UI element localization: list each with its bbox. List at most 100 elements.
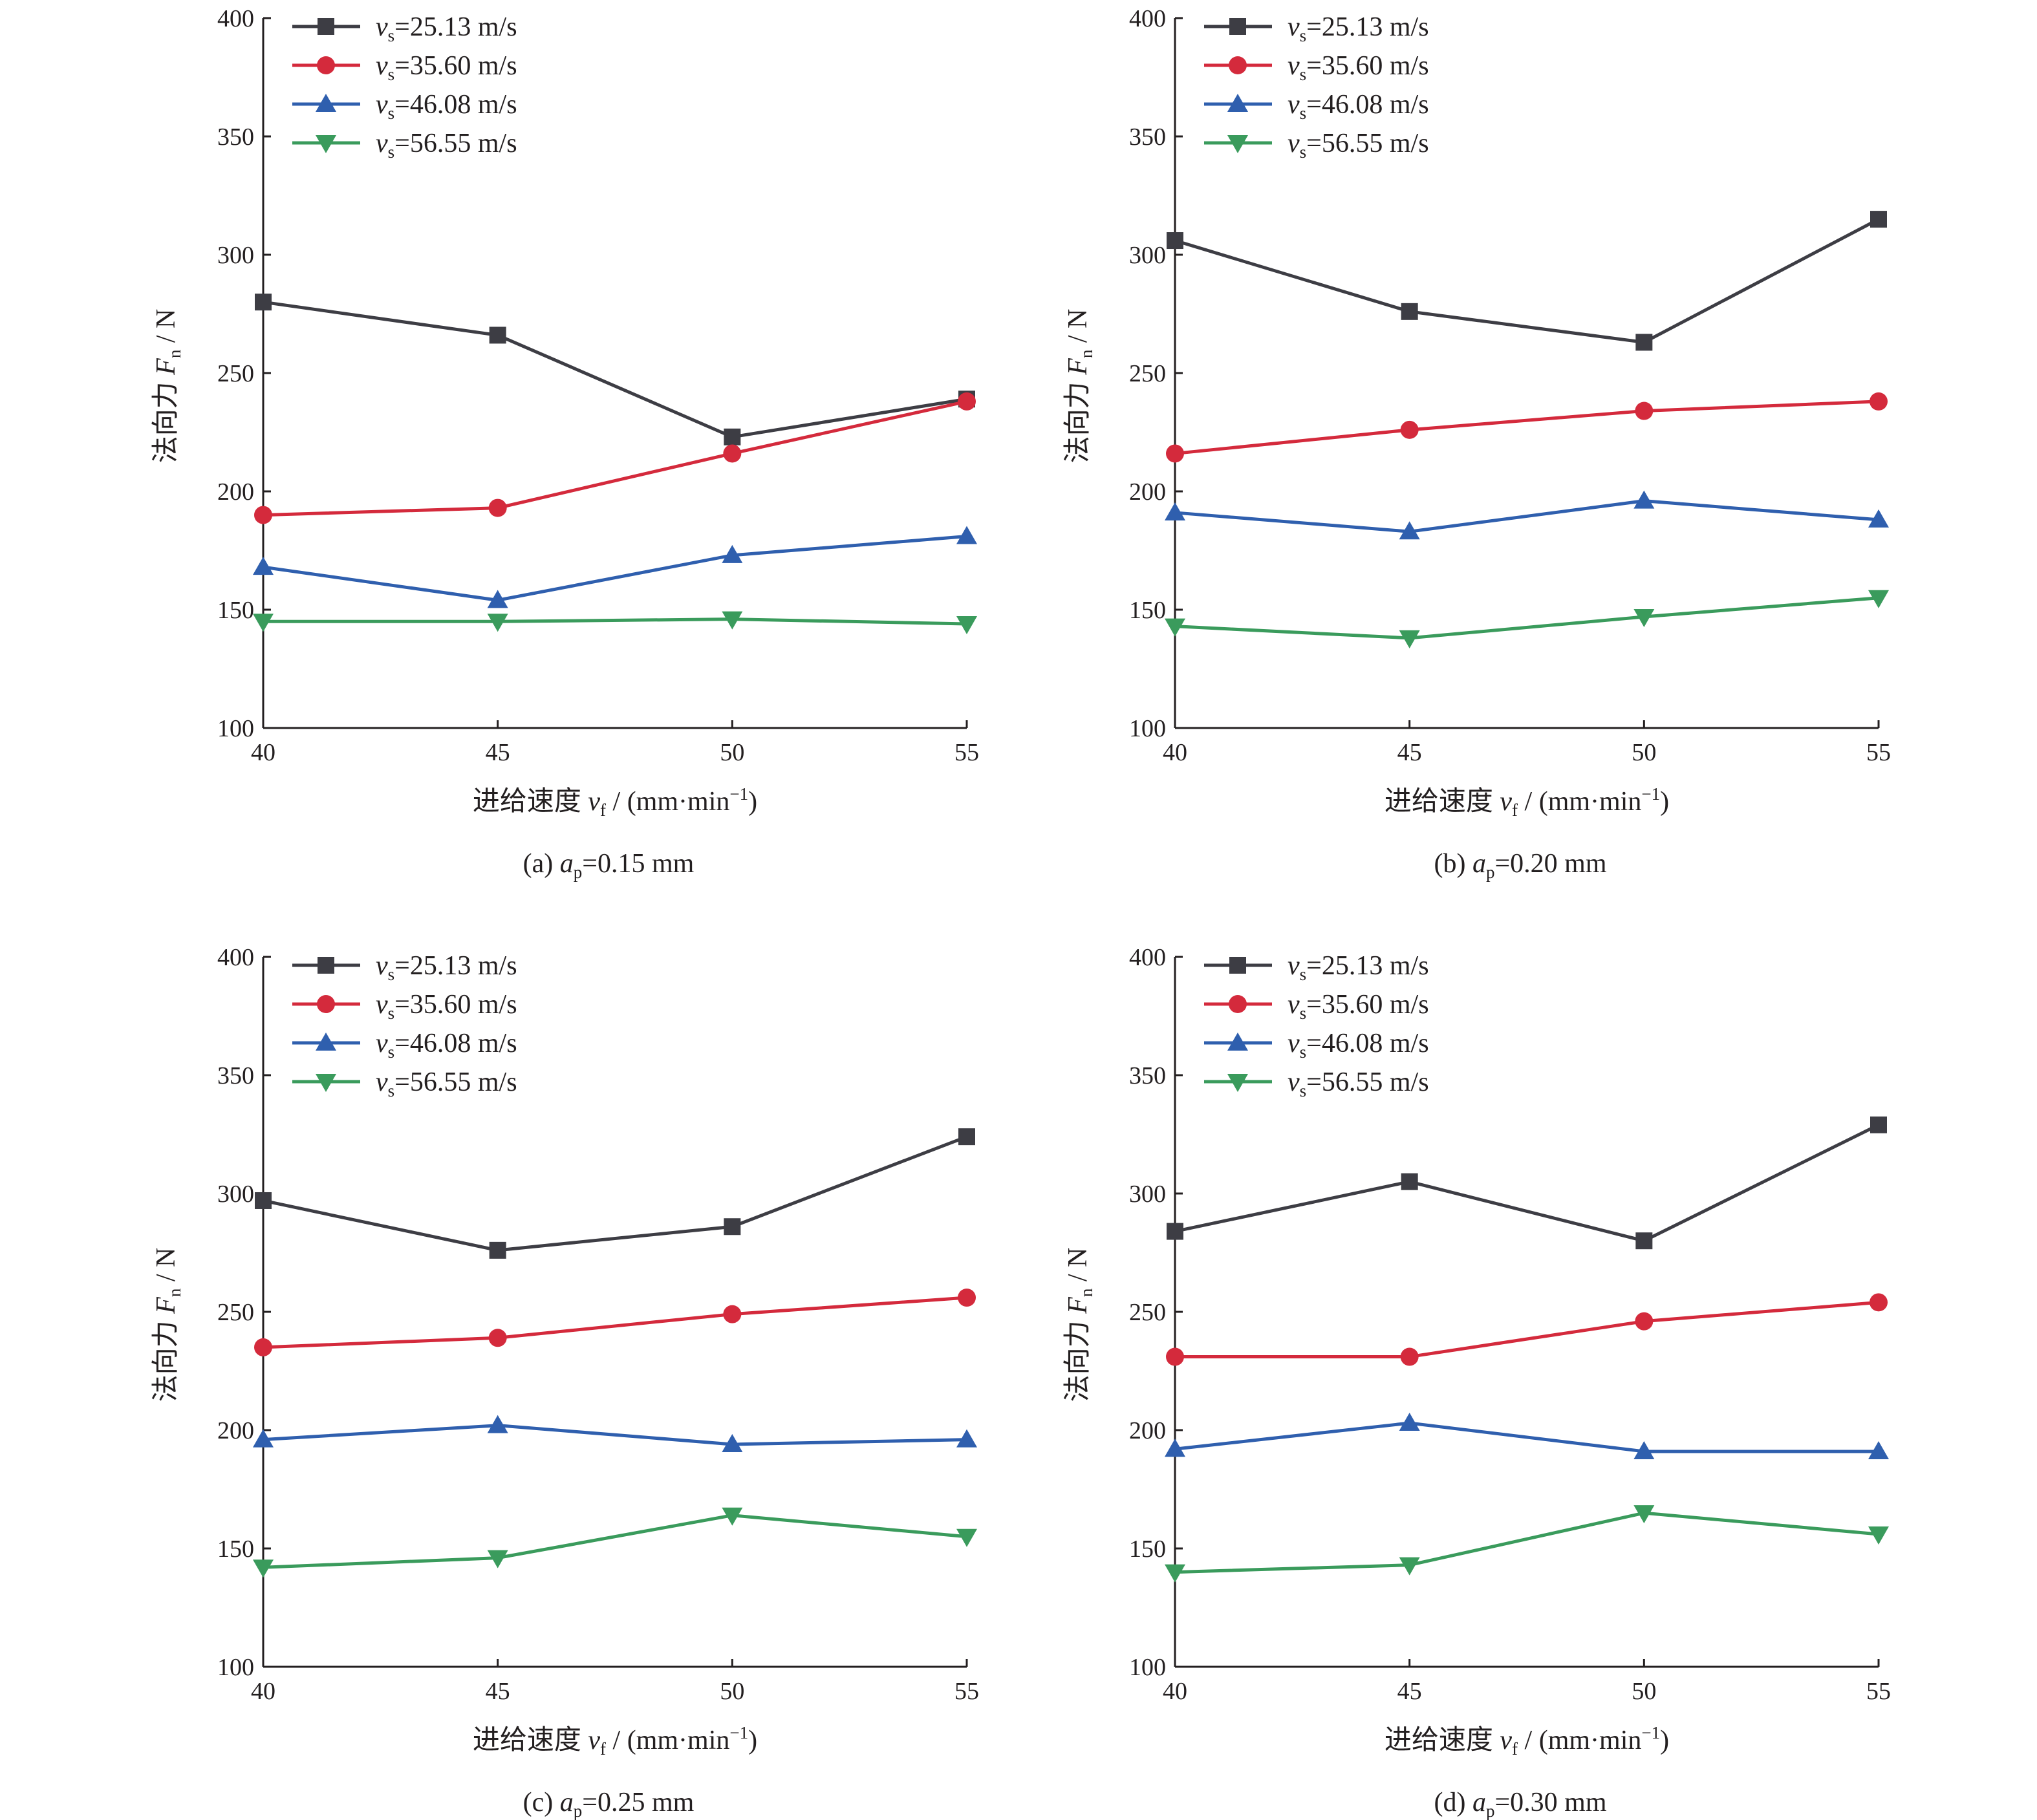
y-tick-label: 350 [217,1062,254,1089]
data-point-series-1 [1870,211,1887,228]
legend-label-value: =35.60 m/s [1306,990,1428,1020]
data-point-series-1 [724,1218,741,1236]
legend-label-var: v [376,990,388,1020]
x-axis-label-var: v [1500,1726,1512,1755]
data-point-series-4 [253,1559,274,1578]
panel-caption: (a) ap=0.15 mm [523,849,695,882]
legend-label-sub: s [1300,26,1307,45]
y-axis-label: 法向力 Fn / N [151,309,184,464]
x-axis-label-text: 进给速度 [473,1726,588,1755]
y-axis-label: 法向力 Fn / N [1063,309,1096,464]
legend-label-sub: s [1300,65,1307,84]
x-axis-label-close: ) [1660,1726,1669,1755]
data-point-series-2 [1635,1312,1654,1331]
x-axis-label-text: 进给速度 [473,787,588,817]
legend-swatch-marker [1229,18,1246,35]
data-point-series-3 [1165,1439,1185,1457]
legend-label-var: v [1288,129,1300,158]
data-point-series-4 [1868,590,1889,608]
legend-swatch-marker [1227,135,1248,153]
x-axis-label: 进给速度 vf / (mm·min−1) [473,1723,757,1759]
y-axis-label-var: F [151,358,181,376]
data-point-series-4 [956,616,977,634]
data-point-series-4 [1165,618,1185,637]
caption-value: =0.20 mm [1494,849,1606,879]
legend-label: vs=46.08 m/s [1288,90,1429,123]
legend-label-value: =56.55 m/s [1306,1067,1428,1097]
data-point-series-4 [1633,608,1655,627]
legend-swatch-marker [316,135,336,153]
x-tick-label: 55 [954,739,979,766]
y-axis-label-text: 法向力 [151,375,181,464]
legend: vs=25.13 m/svs=35.60 m/svs=46.08 m/svs=5… [292,951,517,1100]
data-point-series-3 [722,544,743,563]
caption-prefix: (a) [523,849,560,879]
caption-prefix: (c) [523,1788,560,1817]
legend-label: vs=35.60 m/s [376,990,517,1023]
series-line-4 [263,1514,967,1569]
y-axis-label-var: F [1063,1297,1093,1314]
legend: vs=25.13 m/s vs=35.60 m/s vs=46.08 m/s vs=5… [292,12,517,162]
data-point-series-3 [253,1429,274,1448]
data-point-series-1 [255,294,272,311]
caption-prefix: (b) [1434,849,1472,879]
series-line-3 [1174,499,1879,533]
data-point-series-2 [723,1305,742,1323]
legend-label: vs=46.08 m/s [376,90,517,123]
legend-label: vs=56.55 m/s [376,129,517,162]
caption-var: a [1472,1788,1486,1817]
y-axis-label-text: 法向力 [151,1314,181,1402]
legend: vs=25.13 m/svs=35.60 m/svs=46.08 m/svs=5… [1204,951,1429,1100]
y-axis-label-sub: n [1077,1288,1096,1297]
y-tick-label: 350 [217,123,254,151]
legend-label-sub: s [1300,1081,1307,1100]
y-tick-label: 400 [217,5,254,32]
legend-swatch-marker [317,56,335,74]
x-axis-label-var: v [588,1726,600,1755]
data-point-series-2 [1400,1347,1419,1366]
x-tick-label: 45 [1397,739,1422,766]
panel-caption: (c) ap=0.25 mm [523,1788,695,1820]
series-line-1 [1174,217,1880,345]
x-axis-label: 进给速度 vf / (mm·min−1) [1385,1723,1669,1759]
series-line-2 [263,400,967,517]
series-line-1 [263,1135,967,1252]
legend-label: vs=25.13 m/s [1288,12,1429,45]
series-line-2 [263,1296,967,1349]
legend-label-sub: s [388,1081,395,1100]
x-axis-label-close: ) [748,787,757,817]
y-tick-label: 200 [1129,1417,1166,1444]
legend-swatch-marker [1229,56,1247,74]
x-axis-label-sup: −1 [729,784,748,804]
legend-label: vs=35.60 m/s [376,51,517,84]
y-tick-label: 300 [217,242,254,269]
x-axis-label-sub: f [600,1739,606,1759]
y-axis-label-unit: / N [151,1248,181,1289]
legend-label: vs=25.13 m/s [376,12,517,45]
legend-swatch-marker [1229,957,1246,974]
y-tick-label: 250 [217,360,254,387]
series-line-1 [263,300,967,439]
data-point-series-1 [255,1192,272,1209]
series-line-3 [263,535,967,602]
y-axis-label: 法向力 Fn / N [1063,1248,1096,1402]
caption-sub: p [1486,1801,1495,1820]
x-tick-label: 45 [1397,1678,1422,1705]
caption-var: a [560,1788,574,1817]
legend-label: vs=35.60 m/s [1288,51,1429,84]
legend-label-var: v [376,1067,388,1097]
legend-swatch-marker [316,1033,336,1051]
legend-label-sub: s [1300,103,1307,123]
data-point-series-2 [254,506,272,524]
y-axis-label-sub: n [165,1288,184,1297]
legend-label-sub: s [1300,1003,1307,1023]
x-axis-label-close: ) [748,1726,757,1755]
legend-label-value: =25.13 m/s [394,12,517,42]
legend-label-sub: s [388,103,395,123]
x-axis-label-unit: / (mm·min [1518,787,1641,817]
series-line-4 [1174,596,1879,640]
